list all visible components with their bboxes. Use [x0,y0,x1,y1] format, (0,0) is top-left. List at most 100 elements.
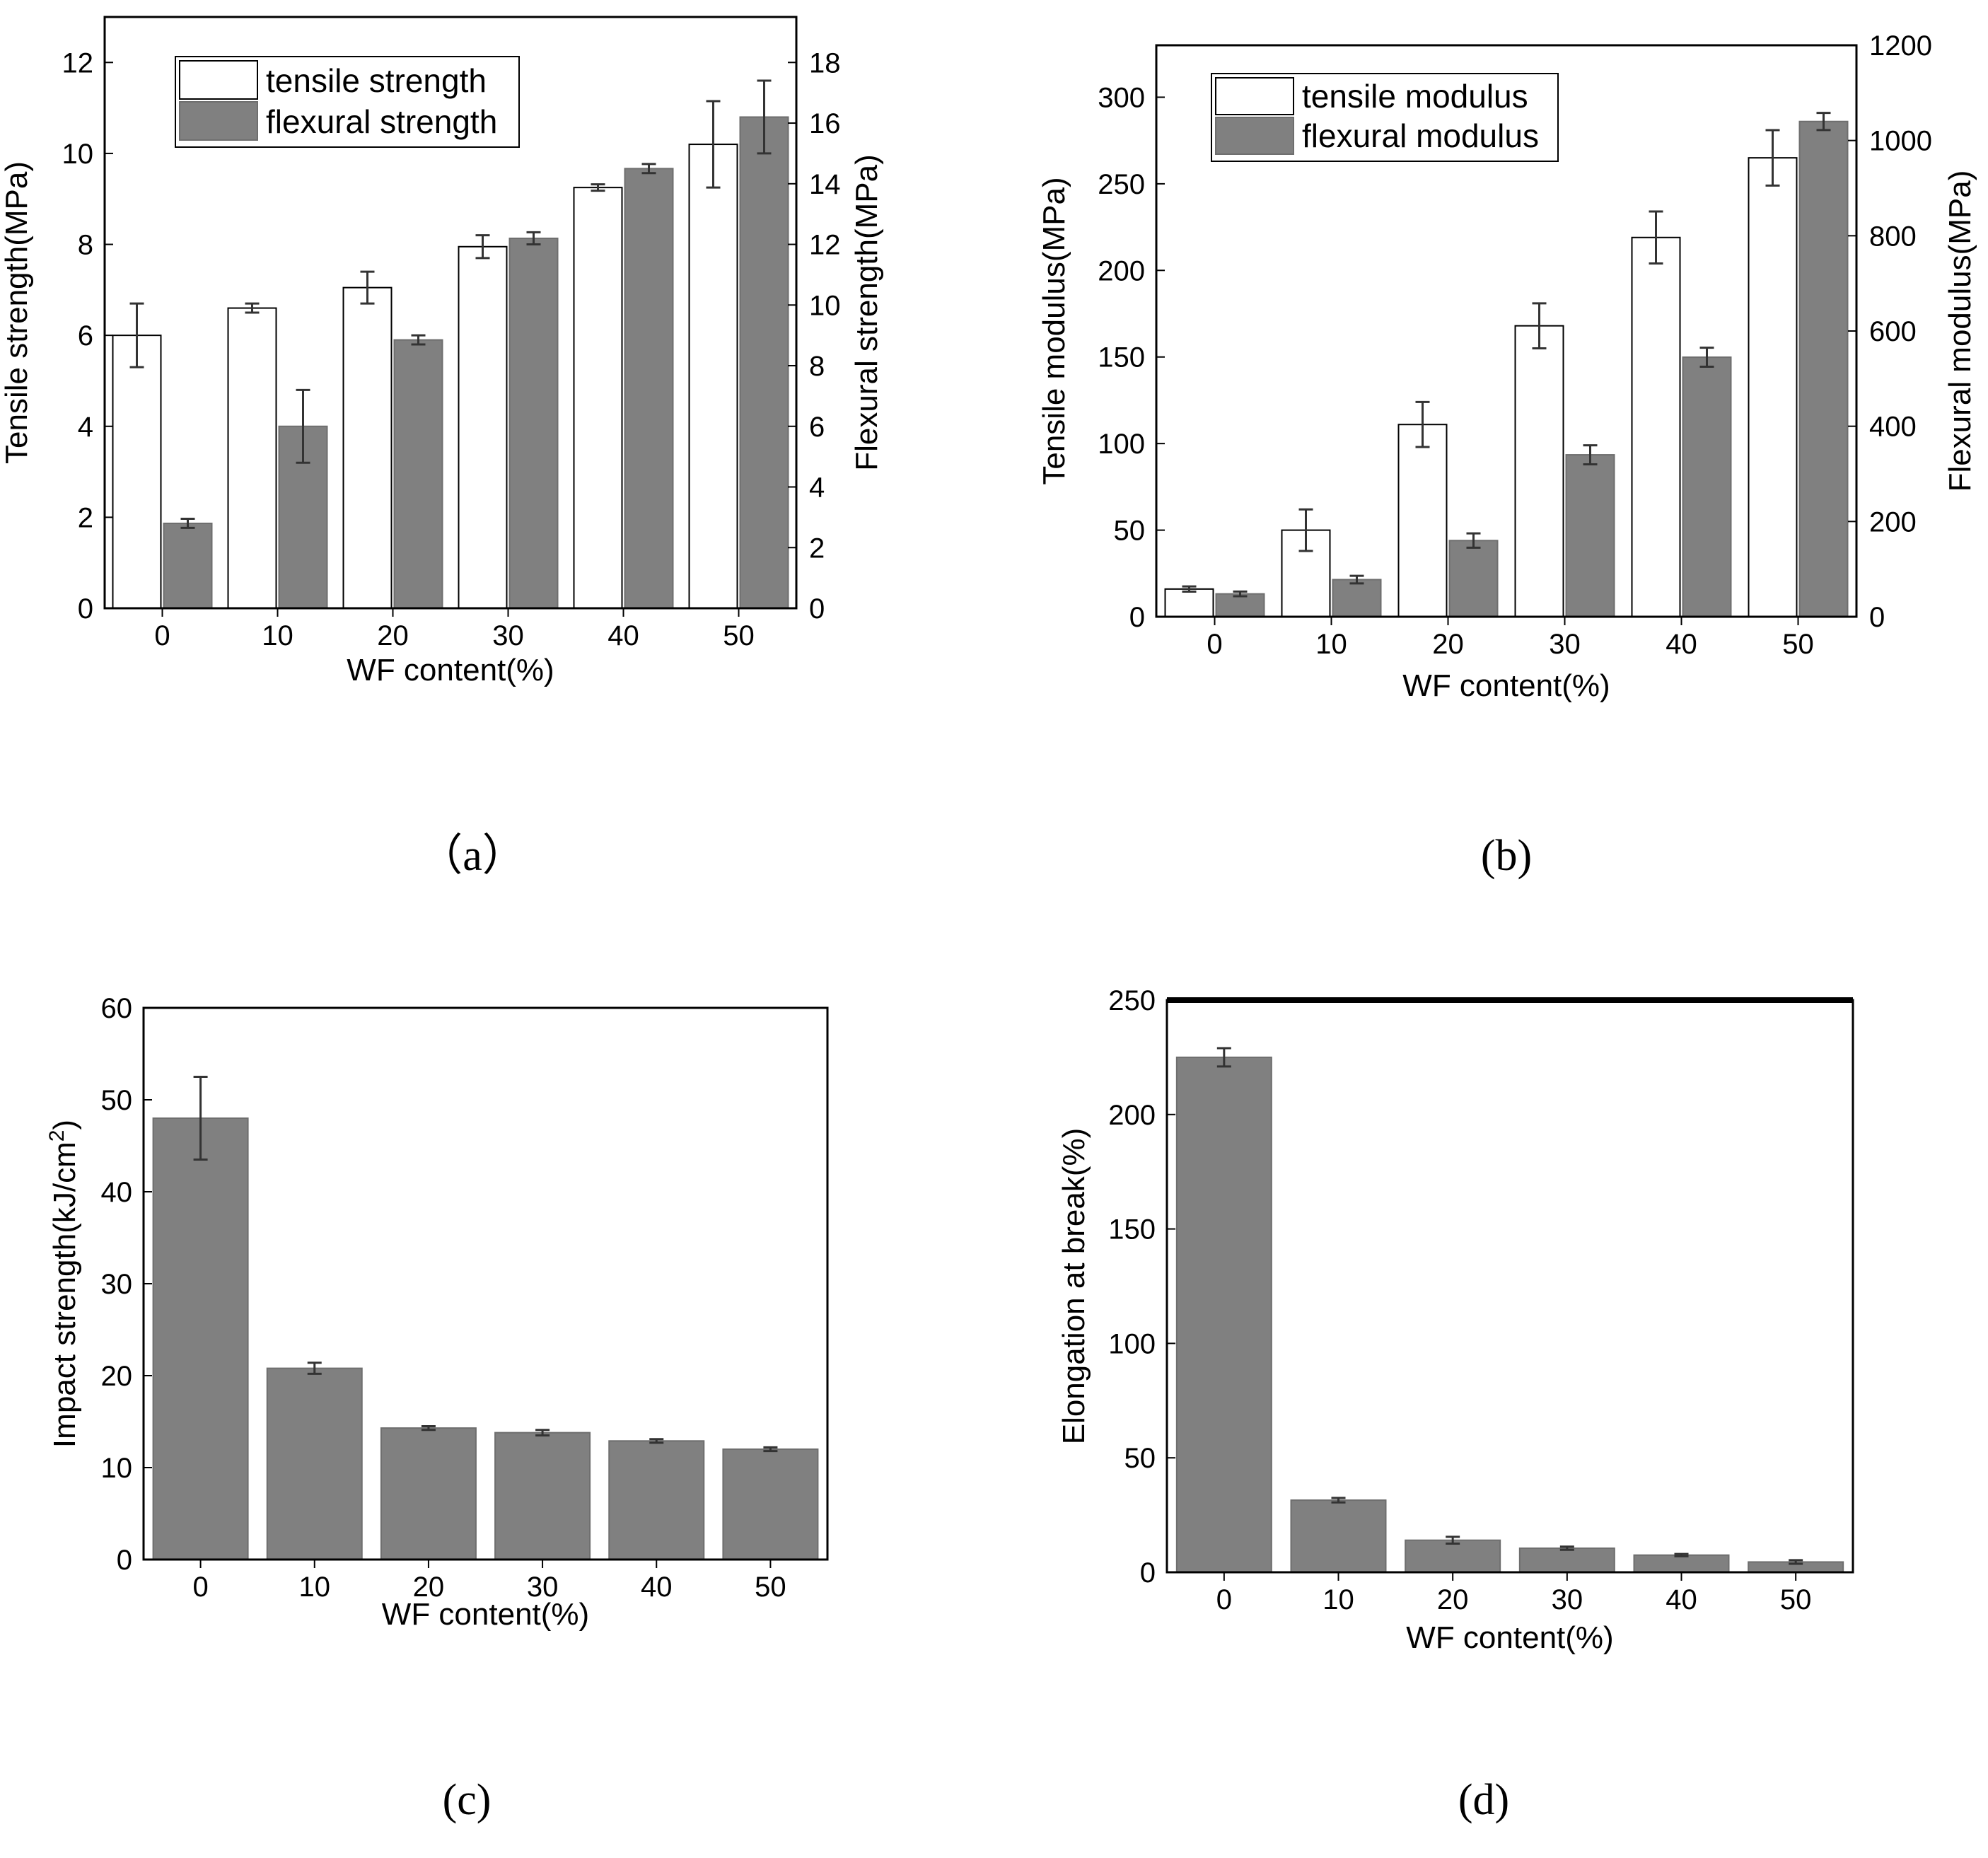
error-bar-a-flexural-strength-30 [526,231,541,246]
bar-a-tensile-strength-20 [342,286,393,609]
series-flexural-strength [163,79,789,610]
bar-a-flexural-strength-0 [163,522,213,610]
bar-a-tensile-strength-50 [688,144,738,610]
x-tick-label: 0 [1216,1584,1232,1615]
bar-c-impact-strength-40 [608,1440,705,1561]
y-tick-label: 100 [1098,429,1145,460]
y-tick-label: 50 [1124,1443,1156,1474]
legend-swatch [179,60,258,100]
y-tick-label: 8 [78,230,93,261]
error-bar-c-impact-strength-30 [535,1429,550,1436]
panel-caption-c: (c) [443,1776,492,1824]
y2-tick-label: 600 [1869,316,1917,347]
bar-b-flexural-modulus-30 [1565,454,1615,617]
x-tick-label: 0 [1207,629,1222,660]
bar-c-impact-strength-10 [266,1367,363,1560]
bar-b-tensile-modulus-20 [1397,424,1448,618]
y-tick-label: 150 [1098,342,1145,373]
legend-label: flexural strength [266,103,497,140]
y-tick-label: 10 [62,139,94,170]
error-bar-d-elongation-at-break-20 [1446,1535,1460,1545]
y-tick-label: 50 [1114,516,1146,547]
x-tick-label: 10 [1315,629,1347,660]
error-bar-d-elongation-at-break-40 [1674,1552,1689,1557]
y-tick-label: 30 [101,1269,133,1300]
y-tick-label: 0 [1129,602,1145,633]
y2-tick-label: 1000 [1869,126,1932,157]
panel-caption-a: （a） [419,832,526,880]
bar-a-flexural-strength-50 [739,116,789,609]
legend-a: tensile strength flexural strength [175,56,520,148]
chart-panel-c: 0 10 20 30 40 50 60 0 10 20 30 40 50 WF content(%) Imp… [45,993,829,1824]
bar-a-flexural-strength-30 [508,237,559,609]
bar-c-impact-strength-30 [494,1432,591,1560]
y-tick-label: 60 [101,993,133,1024]
bar-d-elongation-at-break-10 [1290,1499,1387,1573]
y-tick-label: 20 [101,1361,133,1392]
x-tick-label: 50 [1782,629,1814,660]
y-tick-label: 10 [101,1453,133,1484]
y-tick-label: 200 [1098,255,1145,286]
y2-tick-label: 0 [809,593,825,625]
bar-b-flexural-modulus-10 [1332,579,1382,617]
legend-swatch [1215,77,1294,115]
series-elongation-at-break [1175,1047,1844,1574]
y2-tick-label: 0 [1869,602,1885,633]
bar-c-impact-strength-20 [380,1427,477,1560]
y-tick-label: 150 [1108,1214,1156,1246]
bar-a-tensile-strength-0 [112,335,162,609]
x-tick-label: 0 [154,620,170,651]
bar-c-impact-strength-50 [722,1448,819,1560]
y2-tick-label: 16 [809,108,841,139]
chart-panel-b: 0 50 100 150 200 250 300 0 200 400 600 800 1000 1200 0… [1037,30,1977,880]
error-bar-b-tensile-modulus-0 [1182,585,1197,593]
chart-panel-d: 0 50 100 150 200 250 0 10 20 30 40 50 WF content(%) E… [1057,985,1854,1824]
x-tick-label: 20 [377,620,409,651]
bar-a-tensile-strength-40 [573,187,623,609]
x-tick-label: 30 [527,1572,559,1603]
error-bar-a-tensile-strength-10 [245,302,260,314]
error-bar-a-tensile-strength-40 [591,183,605,192]
bar-d-elongation-at-break-0 [1175,1056,1272,1573]
error-bar-a-tensile-strength-0 [129,302,144,368]
series-impact-strength [152,1076,819,1561]
error-bar-d-elongation-at-break-0 [1216,1047,1231,1068]
y-tick-label: 40 [101,1177,133,1208]
y-axis-label: Elongation at break(%) [1057,1128,1091,1445]
error-bar-a-flexural-strength-0 [180,518,195,529]
error-bar-b-tensile-modulus-40 [1649,210,1663,265]
bar-a-tensile-strength-10 [227,307,277,609]
legend-label: tensile strength [266,62,487,99]
y2-tick-label: 10 [809,290,841,321]
x-tick-label: 30 [1552,1584,1583,1615]
bar-b-tensile-modulus-40 [1631,236,1681,618]
x-tick-label: 50 [723,620,755,651]
x-tick-label: 40 [1666,629,1697,660]
y-tick-label: 250 [1108,985,1156,1016]
error-bar-a-flexural-strength-20 [411,334,426,346]
x-tick-label: 50 [1780,1584,1812,1615]
error-bar-b-tensile-modulus-30 [1532,302,1547,349]
bar-b-flexural-modulus-20 [1448,540,1499,617]
error-bar-b-tensile-modulus-50 [1765,129,1780,187]
x-tick-label: 10 [299,1572,331,1603]
bar-b-flexural-modulus-50 [1798,120,1849,617]
error-bar-b-flexural-modulus-50 [1816,112,1831,132]
y-axis-label: Tensile modulus(MPa) [1037,177,1071,484]
y2-tick-label: 12 [809,230,841,261]
x-axis-label: WF content(%) [347,653,554,687]
error-bar-d-elongation-at-break-30 [1559,1545,1574,1551]
panel-caption-d: (d) [1458,1776,1509,1824]
x-tick-label: 40 [608,620,639,651]
x-tick-label: 10 [262,620,293,651]
error-bar-d-elongation-at-break-10 [1331,1497,1346,1504]
y-tick-label: 0 [78,593,93,625]
bar-a-tensile-strength-30 [458,245,508,609]
y2-tick-label: 18 [809,47,841,79]
y-tick-label: 250 [1098,169,1145,200]
y2-tick-label: 14 [809,169,841,200]
x-tick-label: 50 [755,1572,786,1603]
x-tick-label: 10 [1323,1584,1354,1615]
error-bar-a-flexural-strength-10 [296,388,310,464]
